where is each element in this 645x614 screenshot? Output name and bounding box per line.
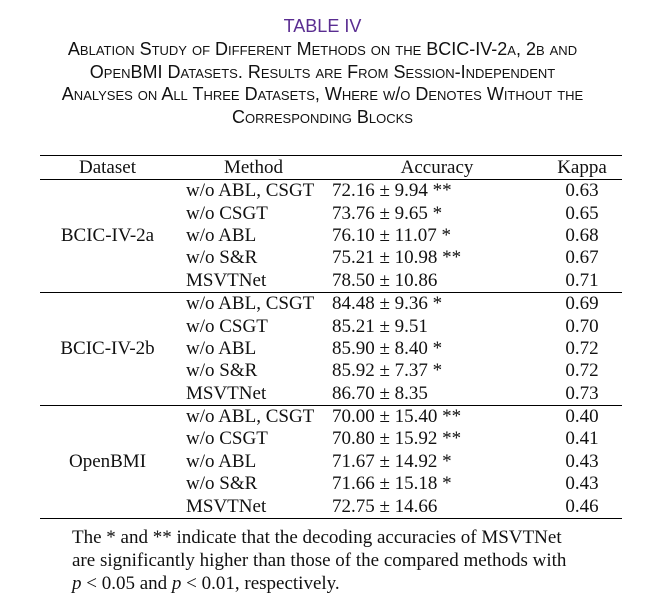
method-cell: MSVTNet (186, 495, 267, 517)
dataset-cell: OpenBMI (68, 450, 147, 472)
accuracy-cell: 70.80 ± 15.92 ** (332, 428, 462, 450)
dataset-cell: BCIC-IV-2a (60, 224, 155, 246)
accuracy-cell: 71.66 ± 15.18 * (332, 473, 452, 495)
table-row: w/o ABL 85.90 ± 8.40 * 0.72 (40, 338, 622, 360)
accuracy-cell: 76.10 ± 11.07 * (332, 224, 451, 246)
kappa-cell: 0.68 (565, 224, 599, 246)
footnote-line: The * and ** indicate that the decoding … (72, 527, 562, 548)
kappa-cell: 0.73 (565, 382, 599, 404)
caption-line: Ablation Study of Different Methods on t… (67, 39, 578, 59)
accuracy-cell: 85.92 ± 7.37 * (332, 360, 443, 382)
table-row: BCIC-IV-2a w/o ABL, CSGT 72.16 ± 9.94 ** 0.… (40, 180, 622, 246)
table-row: OpenBMI w/o ABL, CSGT 70.00 ± 15.40 ** 0.40 (40, 405, 622, 472)
dataset-group: BCIC-IV-2b w/o ABL, CSGT 84.48 ± 9.36 * 0.6… (40, 292, 622, 406)
kappa-cell: 0.69 (565, 293, 599, 315)
footnote-line: p < 0.05 and p < 0.01, respectively. (72, 573, 340, 594)
method-cell: w/o ABL, CSGT (186, 180, 315, 202)
footnote-line: are significantly higher than those of t… (72, 550, 567, 571)
kappa-cell: 0.65 (565, 202, 599, 224)
method-cell: w/o ABL (186, 337, 257, 359)
table-row: w/o ABL 71.67 ± 14.92 * 0.43 (40, 451, 622, 473)
method-cell: w/o ABL (186, 224, 257, 246)
method-cell: MSVTNet (186, 269, 267, 291)
table-row: w/o S&R 85.92 ± 7.37 * 0.72 (40, 360, 622, 382)
kappa-cell: 0.41 (565, 428, 599, 450)
kappa-cell: 0.72 (565, 360, 599, 382)
method-cell: MSVTNet (186, 382, 267, 404)
header-accuracy: Accuracy (400, 156, 474, 178)
table-row: w/o ABL 76.10 ± 11.07 * 0.68 (40, 225, 622, 247)
caption-line: Corresponding Blocks (232, 106, 413, 127)
table-row: BCIC-IV-2b w/o ABL, CSGT 84.48 ± 9.36 * 0.6… (40, 292, 622, 359)
table-row: MSVTNet 72.75 ± 14.66 0.46 (40, 495, 622, 518)
caption-line: OpenBMI Datasets. Results are From Sessi… (89, 61, 556, 82)
kappa-cell: 0.70 (565, 315, 599, 337)
method-cell: w/o S&R (186, 473, 258, 495)
kappa-cell: 0.71 (565, 269, 599, 291)
accuracy-cell: 85.90 ± 8.40 * (332, 337, 443, 359)
kappa-cell: 0.43 (565, 473, 599, 495)
table-row: w/o CSGT 70.80 ± 15.92 ** 0.41 (40, 428, 622, 450)
table-row: MSVTNet 78.50 ± 10.86 0.71 (40, 270, 622, 293)
caption-line: Analyses on All Three Datasets, Where w/… (61, 84, 584, 104)
kappa-cell: 0.43 (565, 450, 599, 472)
accuracy-cell: 72.16 ± 9.94 ** (332, 180, 452, 202)
accuracy-cell: 78.50 ± 10.86 (332, 269, 438, 291)
table-row: w/o S&R 71.66 ± 15.18 * 0.43 (40, 473, 622, 495)
kappa-cell: 0.46 (565, 495, 599, 517)
accuracy-cell: 73.76 ± 9.65 * (332, 202, 443, 224)
table-row: w/o CSGT 85.21 ± 9.51 0.70 (40, 315, 622, 337)
method-cell: w/o S&R (186, 360, 258, 382)
kappa-cell: 0.63 (565, 180, 599, 202)
header-row: Dataset Method Accuracy Kappa (40, 155, 622, 180)
table-label: TABLE IV (283, 16, 362, 36)
accuracy-cell: 75.21 ± 10.98 ** (332, 247, 462, 269)
accuracy-cell: 86.70 ± 8.35 (332, 382, 428, 404)
ablation-table: Dataset Method Accuracy Kappa BCIC-IV-2a… (40, 155, 622, 519)
kappa-cell: 0.67 (565, 247, 599, 269)
header-dataset: Dataset (79, 156, 136, 178)
table-row: w/o CSGT 73.76 ± 9.65 * 0.65 (40, 202, 622, 224)
accuracy-cell: 70.00 ± 15.40 ** (332, 406, 462, 428)
method-cell: w/o ABL, CSGT (186, 293, 315, 315)
table-footnote: The * and ** indicate that the decoding … (72, 526, 612, 595)
table-caption: Ablation Study of Different Methods on t… (0, 38, 645, 128)
header-method: Method (223, 156, 284, 178)
method-cell: w/o CSGT (186, 428, 268, 450)
kappa-cell: 0.40 (565, 406, 599, 428)
dataset-group: BCIC-IV-2a w/o ABL, CSGT 72.16 ± 9.94 ** 0.… (40, 180, 622, 293)
method-cell: w/o CSGT (186, 315, 268, 337)
method-cell: w/o S&R (186, 247, 258, 269)
table-row: w/o S&R 75.21 ± 10.98 ** 0.67 (40, 247, 622, 269)
table-row: MSVTNet 86.70 ± 8.35 0.73 (40, 383, 622, 406)
method-cell: w/o ABL, CSGT (186, 406, 315, 428)
dataset-cell: BCIC-IV-2b (60, 337, 155, 359)
method-cell: w/o ABL (186, 450, 257, 472)
accuracy-cell: 71.67 ± 14.92 * (332, 450, 452, 472)
accuracy-cell: 85.21 ± 9.51 (332, 315, 428, 337)
header-kappa: Kappa (557, 156, 607, 178)
method-cell: w/o CSGT (186, 202, 268, 224)
accuracy-cell: 72.75 ± 14.66 (332, 495, 438, 517)
accuracy-cell: 84.48 ± 9.36 * (332, 293, 443, 315)
dataset-group: OpenBMI w/o ABL, CSGT 70.00 ± 15.40 ** 0.40… (40, 405, 622, 519)
kappa-cell: 0.72 (565, 337, 599, 359)
